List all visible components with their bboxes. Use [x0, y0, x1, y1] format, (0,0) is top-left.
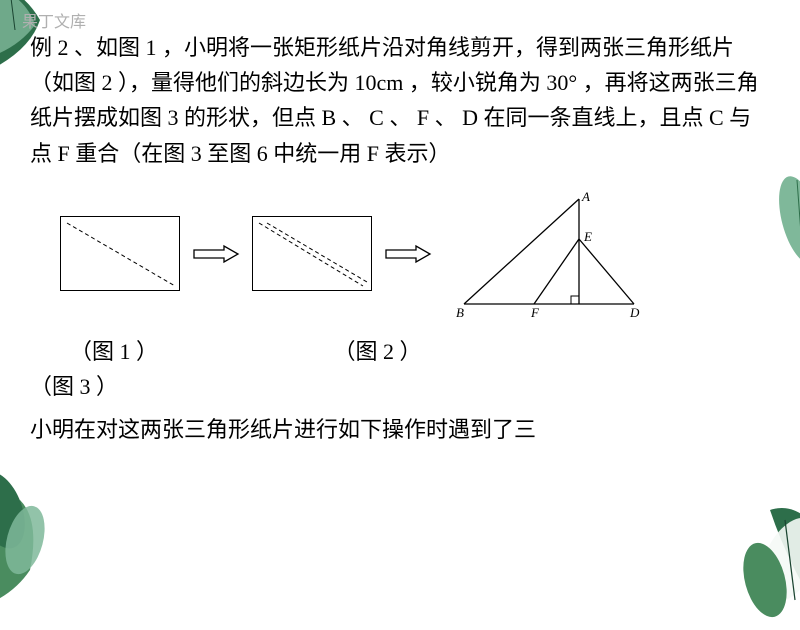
- svg-text:E: E: [583, 229, 592, 244]
- svg-text:A: A: [581, 189, 590, 204]
- arrow-icon: [384, 243, 432, 265]
- bottom-partial-text: 小明在对这两张三角形纸片进行如下操作时遇到了三: [30, 412, 770, 447]
- figure-1-rectangle: [60, 216, 180, 291]
- watermark-text: 果丁文库: [22, 8, 86, 32]
- fig2-label: （图 2 ）: [334, 334, 422, 369]
- main-content: 例 2 、如图 1 ，小明将一张矩形纸片沿对角线剪开，得到两张三角形纸片（如图 …: [30, 30, 770, 447]
- svg-text:D: D: [629, 305, 640, 319]
- arrow-icon: [192, 243, 240, 265]
- svg-text:F: F: [530, 305, 540, 319]
- leaf-decoration-bottom-right: [690, 470, 800, 630]
- figure-2-rectangle: [252, 216, 372, 291]
- figure-3-triangle: A E B F D: [444, 189, 644, 319]
- fig3-label: （图 3 ）: [30, 374, 118, 399]
- figure-labels: （图 1 ） （图 2 ） （图 3 ）: [30, 334, 770, 404]
- leaf-decoration-bottom-left: [0, 460, 100, 610]
- fig1-label: （图 1 ）: [70, 334, 158, 369]
- problem-text: 例 2 、如图 1 ，小明将一张矩形纸片沿对角线剪开，得到两张三角形纸片（如图 …: [30, 30, 770, 171]
- svg-text:B: B: [456, 305, 464, 319]
- diagram-row: A E B F D: [30, 189, 770, 319]
